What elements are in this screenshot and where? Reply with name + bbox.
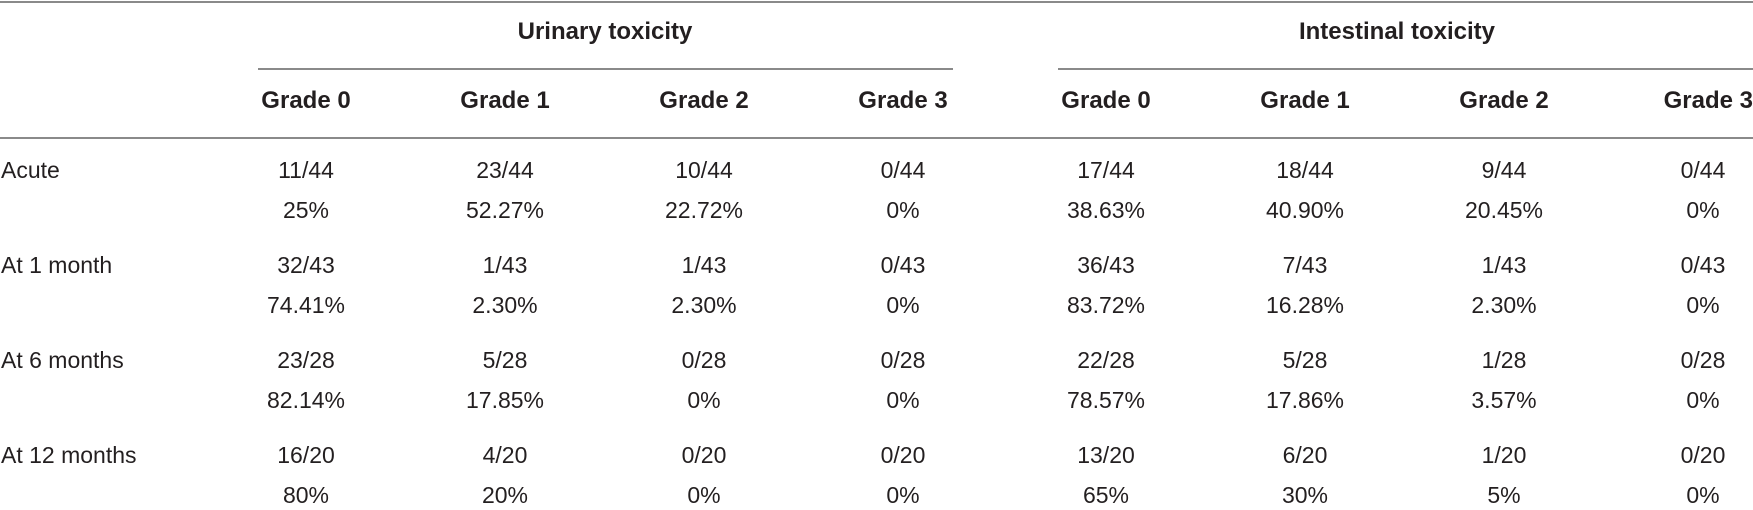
- percent-cell: 0%: [687, 387, 721, 413]
- percent-cell: 0%: [1686, 292, 1720, 318]
- count-cell: 13/20: [1077, 442, 1135, 468]
- intestinal-group-rule: [1058, 68, 1753, 70]
- count-cell: 23/44: [476, 157, 534, 183]
- percent-cell: 0%: [1686, 482, 1720, 508]
- count-cell: 22/28: [1077, 347, 1135, 373]
- percent-cell: 2.30%: [671, 292, 737, 318]
- header-bottom-rule: [0, 137, 1753, 139]
- percent-cell: 0%: [886, 197, 920, 223]
- count-cell: 0/28: [1680, 347, 1726, 373]
- percent-cell: 16.28%: [1265, 292, 1345, 318]
- percent-cell: 82.14%: [266, 387, 346, 413]
- percent-cell: 38.63%: [1066, 197, 1146, 223]
- count-cell: 10/44: [675, 157, 733, 183]
- percent-cell: 80%: [282, 482, 330, 508]
- count-cell: 0/20: [880, 442, 926, 468]
- count-cell: 1/43: [681, 252, 727, 278]
- percent-cell: 83.72%: [1066, 292, 1146, 318]
- grade-header-urinary-3: Grade 3: [858, 87, 948, 114]
- count-cell: 1/43: [482, 252, 528, 278]
- count-cell: 18/44: [1276, 157, 1334, 183]
- percent-cell: 17.85%: [465, 387, 545, 413]
- percent-cell: 78.57%: [1066, 387, 1146, 413]
- count-cell: 9/44: [1481, 157, 1527, 183]
- percent-cell: 20%: [481, 482, 529, 508]
- top-rule: [0, 1, 1753, 3]
- percent-cell: 20.45%: [1464, 197, 1544, 223]
- row-label: At 12 months: [1, 442, 137, 468]
- grade-header-intestinal-1: Grade 1: [1260, 87, 1350, 114]
- count-cell: 1/28: [1481, 347, 1527, 373]
- count-cell: 23/28: [277, 347, 335, 373]
- percent-cell: 0%: [1686, 387, 1720, 413]
- percent-cell: 65%: [1082, 482, 1130, 508]
- count-cell: 0/43: [1680, 252, 1726, 278]
- count-cell: 5/28: [482, 347, 528, 373]
- grade-header-intestinal-3: Grade 3: [1663, 87, 1753, 114]
- group-header-urinary: Urinary toxicity: [517, 18, 693, 45]
- percent-cell: 5%: [1487, 482, 1521, 508]
- count-cell: 0/44: [1680, 157, 1726, 183]
- grade-header-urinary-0: Grade 0: [261, 87, 351, 114]
- count-cell: 5/28: [1282, 347, 1328, 373]
- count-cell: 17/44: [1077, 157, 1135, 183]
- percent-cell: 0%: [1686, 197, 1720, 223]
- count-cell: 1/20: [1481, 442, 1527, 468]
- percent-cell: 3.57%: [1471, 387, 1537, 413]
- count-cell: 36/43: [1077, 252, 1135, 278]
- grade-header-intestinal-0: Grade 0: [1061, 87, 1151, 114]
- percent-cell: 17.86%: [1265, 387, 1345, 413]
- count-cell: 4/20: [482, 442, 528, 468]
- percent-cell: 25%: [282, 197, 330, 223]
- percent-cell: 30%: [1281, 482, 1329, 508]
- count-cell: 32/43: [277, 252, 335, 278]
- count-cell: 0/44: [880, 157, 926, 183]
- percent-cell: 0%: [886, 387, 920, 413]
- group-header-intestinal: Intestinal toxicity: [1298, 18, 1496, 45]
- count-cell: 0/20: [1680, 442, 1726, 468]
- count-cell: 0/28: [681, 347, 727, 373]
- count-cell: 7/43: [1282, 252, 1328, 278]
- percent-cell: 0%: [886, 482, 920, 508]
- percent-cell: 2.30%: [1471, 292, 1537, 318]
- count-cell: 0/20: [681, 442, 727, 468]
- percent-cell: 22.72%: [664, 197, 744, 223]
- percent-cell: 2.30%: [472, 292, 538, 318]
- row-label: At 6 months: [1, 347, 124, 373]
- count-cell: 11/44: [278, 157, 334, 183]
- grade-header-intestinal-2: Grade 2: [1459, 87, 1549, 114]
- percent-cell: 0%: [687, 482, 721, 508]
- count-cell: 0/43: [880, 252, 926, 278]
- percent-cell: 0%: [886, 292, 920, 318]
- urinary-group-rule: [258, 68, 953, 70]
- count-cell: 16/20: [277, 442, 335, 468]
- percent-cell: 52.27%: [465, 197, 545, 223]
- grade-header-urinary-2: Grade 2: [659, 87, 749, 114]
- percent-cell: 74.41%: [266, 292, 346, 318]
- count-cell: 1/43: [1481, 252, 1527, 278]
- count-cell: 0/28: [880, 347, 926, 373]
- row-label: Acute: [1, 157, 60, 183]
- row-label: At 1 month: [1, 252, 113, 278]
- count-cell: 6/20: [1282, 442, 1328, 468]
- grade-header-urinary-1: Grade 1: [460, 87, 550, 114]
- percent-cell: 40.90%: [1265, 197, 1345, 223]
